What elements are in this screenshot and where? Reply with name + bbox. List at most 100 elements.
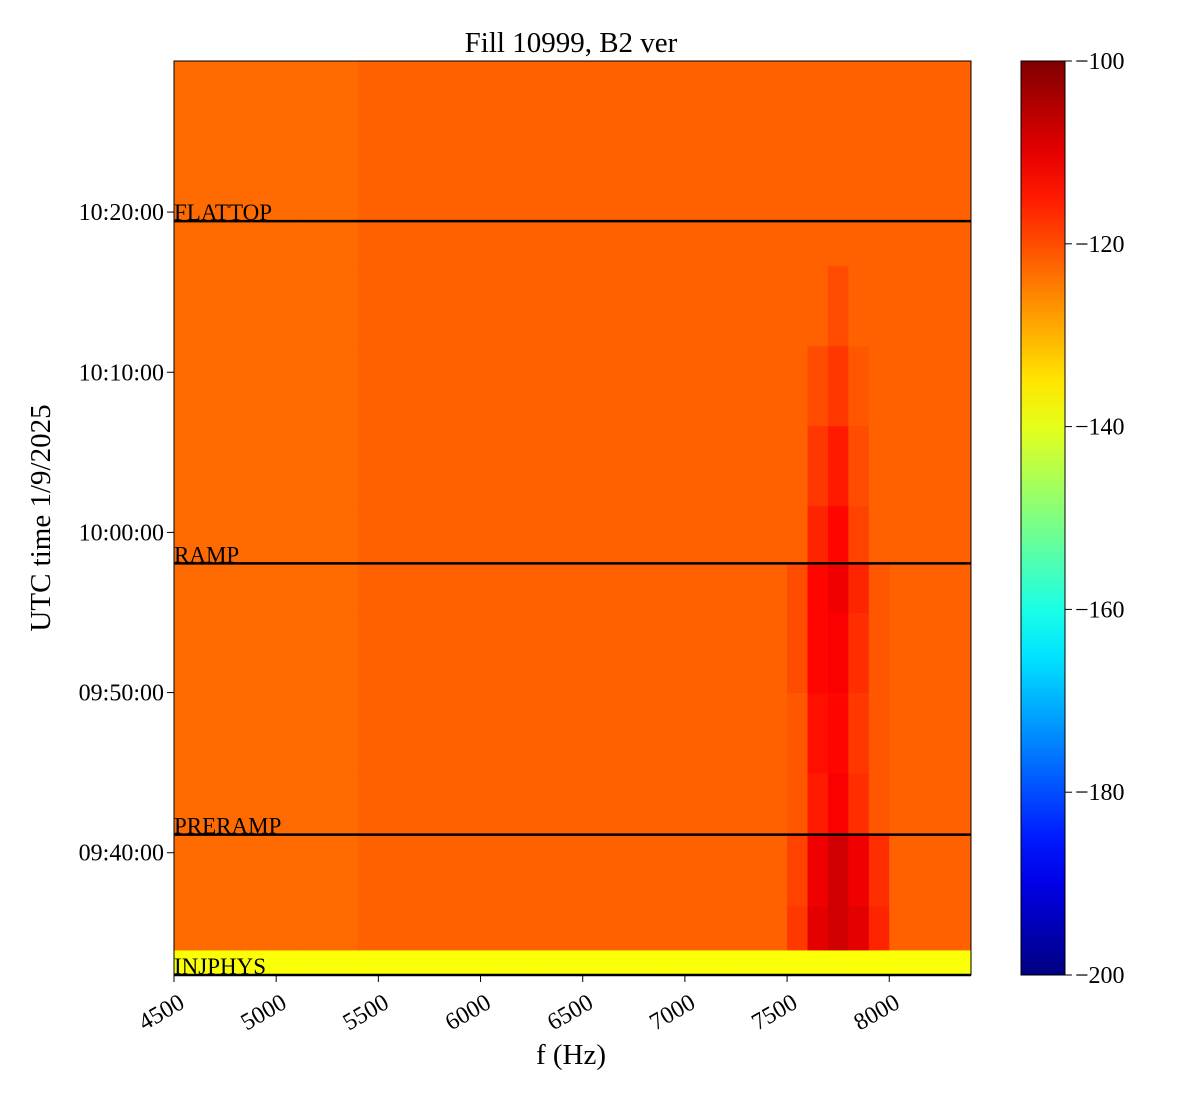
heatmap-cell (296, 692, 359, 774)
heatmap-cell (827, 425, 849, 507)
heatmap-cell (787, 265, 809, 347)
x-tick-label: 5500 (339, 990, 394, 1037)
heatmap-cell (541, 834, 604, 907)
heatmap-cell (787, 505, 809, 564)
heatmap-cell (603, 612, 665, 694)
heatmap-cell (174, 949, 236, 976)
heatmap-cell (848, 61, 870, 160)
heatmap-cell (725, 834, 788, 907)
heatmap-cell (357, 834, 420, 907)
plot-frame (173, 60, 972, 976)
heatmap-cell (603, 158, 665, 222)
heatmap-cell (930, 425, 972, 507)
heatmap-cell (296, 345, 359, 427)
heatmap-cell (930, 158, 972, 222)
heatmap-cell (603, 563, 665, 613)
heatmap-cell (725, 949, 788, 976)
heatmap-cell (357, 265, 420, 347)
heatmap-cell (296, 563, 359, 613)
heatmap-cell (725, 221, 788, 266)
heatmap-cell (603, 772, 665, 836)
heatmap-cell (174, 158, 236, 222)
y-tick-label: 09:40:00 (79, 841, 164, 867)
heatmap-cell (827, 221, 849, 266)
heatmap-cell (848, 772, 870, 836)
heatmap-cell (174, 612, 236, 694)
heatmap-cell (296, 265, 359, 347)
heatmap-cell (930, 505, 972, 564)
heatmap-cell (725, 345, 788, 427)
heatmap-cell (807, 345, 829, 427)
heatmap-cell (419, 221, 482, 266)
heatmap-cell (827, 61, 849, 160)
heatmap-cell (235, 61, 298, 160)
heatmap-cell (848, 563, 870, 613)
heatmap-cell (848, 834, 870, 907)
heatmap-cell (480, 612, 543, 694)
heatmap-cell (807, 906, 829, 951)
heatmap-cell (235, 221, 298, 266)
heatmap-cell (235, 425, 298, 507)
heatmap-cell (787, 345, 809, 427)
heatmap-cell (848, 425, 870, 507)
heatmap-cell (827, 158, 849, 222)
heatmap-cell (541, 265, 604, 347)
event-label: RAMP (174, 542, 239, 567)
heatmap-cell (541, 505, 604, 564)
heatmap-cell (541, 692, 604, 774)
heatmap-cell (725, 158, 788, 222)
heatmap-cell (787, 61, 809, 160)
heatmap-cell (296, 834, 359, 907)
heatmap-cell (235, 265, 298, 347)
heatmap-cell (807, 505, 829, 564)
heatmap-cell (419, 563, 482, 613)
heatmap-cell (296, 505, 359, 564)
heatmap-cell (603, 692, 665, 774)
heatmap-cell (541, 563, 604, 613)
colorbar-tick-label: −180 (1075, 780, 1125, 806)
heatmap-cell (603, 834, 665, 907)
heatmap-cell (235, 692, 298, 774)
heatmap-cell (787, 612, 809, 694)
heatmap-cell (603, 345, 665, 427)
heatmap-cell (664, 425, 727, 507)
colorbar-tick-label: −200 (1075, 963, 1125, 989)
x-tick-label: 4500 (134, 990, 189, 1037)
x-tick-label: 7500 (748, 990, 803, 1037)
event-label: PRERAMP (174, 814, 281, 839)
heatmap-cell (419, 425, 482, 507)
heatmap-cell (868, 61, 890, 160)
heatmap-cell (357, 949, 420, 976)
heatmap-cell (235, 158, 298, 222)
heatmap-cell (827, 563, 849, 613)
heatmap-cell (787, 425, 809, 507)
heatmap-cell (848, 158, 870, 222)
colorbar-tick-label: −140 (1075, 415, 1125, 441)
heatmap-cell (848, 265, 870, 347)
heatmap-cell (235, 834, 298, 907)
event-label: FLATTOP (174, 200, 272, 225)
heatmap-cell (787, 906, 809, 951)
heatmap-cell (725, 772, 788, 836)
heatmap-cell (174, 906, 236, 951)
heatmap-cell (868, 221, 890, 266)
heatmap-cell (827, 612, 849, 694)
x-tick-label: 5000 (237, 990, 292, 1037)
heatmap-cell (357, 772, 420, 836)
heatmap-cell (357, 563, 420, 613)
colorbar-tick-label: −120 (1075, 232, 1125, 258)
heatmap-cell (541, 425, 604, 507)
heatmap-cell (889, 265, 931, 347)
y-axis-label: UTC time 1/9/2025 (25, 404, 57, 631)
heatmap-cell (868, 612, 890, 694)
colorbar-tick-label: −100 (1075, 49, 1125, 75)
heatmap-cell (541, 949, 604, 976)
heatmap-cell (603, 61, 665, 160)
heatmap-cell (480, 563, 543, 613)
heatmap-cell (889, 692, 931, 774)
x-tick-label: 8000 (850, 990, 905, 1037)
heatmap-cell (541, 906, 604, 951)
heatmap-cell (235, 612, 298, 694)
heatmap-cell (664, 906, 727, 951)
heatmap-cell (725, 425, 788, 507)
